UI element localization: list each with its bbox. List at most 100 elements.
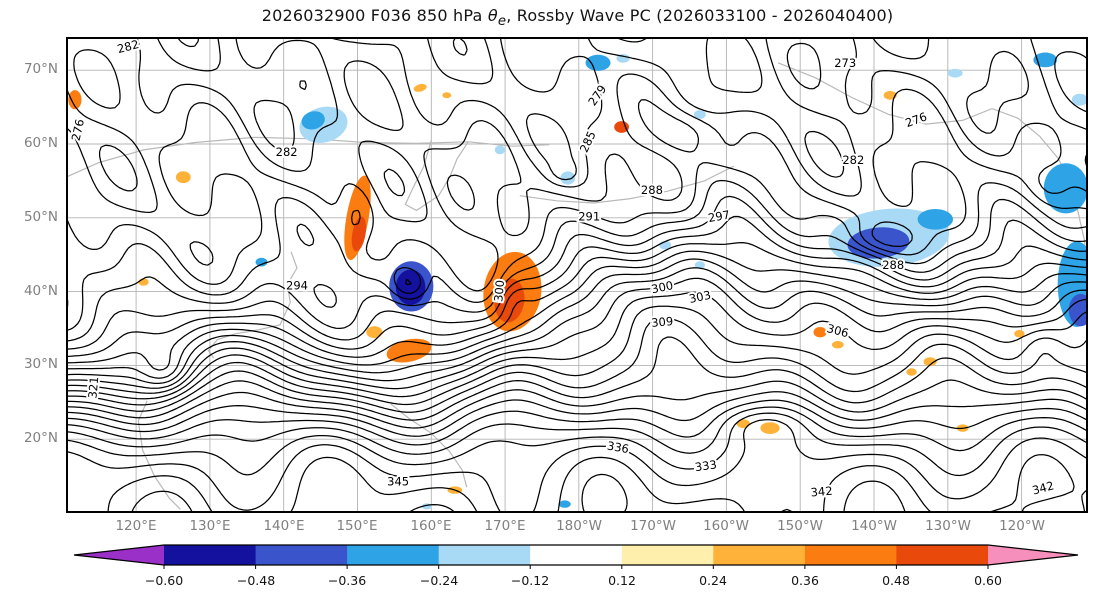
map-frame (66, 37, 1088, 513)
contour-lines (66, 37, 1088, 513)
contour-level-330 (66, 412, 1088, 477)
anomaly-region (351, 216, 367, 252)
contour-level-282 (66, 179, 1088, 342)
lon-tick-label: 130°E (189, 518, 231, 534)
colorbar-tick-label: 0.12 (608, 573, 636, 588)
contour-level-315 (66, 336, 1088, 421)
coastline (390, 403, 468, 488)
lat-tick-label: 70°N (23, 61, 58, 77)
lat-tick-label: 20°N (23, 430, 58, 446)
anomaly-region (736, 419, 751, 429)
contour-level-306 (66, 291, 1088, 400)
anomaly-region (1033, 52, 1057, 68)
colorbar-over-arrow (988, 545, 1078, 565)
anomaly-region (558, 500, 571, 508)
coastline (519, 165, 735, 204)
contour-level-297 (66, 258, 1088, 385)
colorbar-segment (347, 545, 440, 565)
lon-tick-label: 140°W (851, 518, 897, 534)
anomaly-region (614, 121, 629, 133)
anomaly-region (1071, 93, 1088, 106)
anomaly-region (494, 278, 525, 323)
contour-label: 336 (606, 439, 630, 457)
colorbar-segment (255, 545, 348, 565)
colorbar-under-arrow (74, 545, 164, 565)
contour-level-339 (130, 473, 906, 513)
lat-tick-label: 30°N (23, 356, 58, 372)
contour-label: 291 (578, 209, 600, 223)
contour-label: 273 (834, 56, 856, 70)
lon-tick-label: 160°E (410, 518, 452, 534)
anomaly-region (1068, 293, 1088, 327)
contour-level-303 (66, 277, 1088, 394)
anomaly-region (694, 261, 706, 269)
colorbar-tick-label: −0.36 (327, 573, 367, 588)
contour-level-276 (66, 42, 1088, 312)
map-panel: 282 276 282 279 273 276 282 285 288 288 291 297 294 3… (66, 37, 1088, 513)
colorbar-segment (164, 545, 257, 565)
contour-label: 294 (286, 279, 308, 293)
lon-tick-label: 160°W (703, 518, 749, 534)
colorbar-tick-label: 0.36 (791, 573, 819, 588)
contour-label: 297 (707, 208, 731, 226)
colorbar-tick-label: 0.48 (882, 573, 910, 588)
contour-level-318 (66, 379, 1088, 429)
contour-label: 306 (825, 321, 850, 340)
contour-label: 321 (85, 376, 101, 399)
title-suffix: , Rossby Wave PC (2026033100 - 202604040… (506, 6, 894, 25)
anomaly-region (1043, 163, 1088, 214)
anomaly-region (847, 227, 910, 259)
colorbar-segment (713, 545, 806, 565)
anomaly-region (366, 326, 383, 339)
lon-tick-label: 150°W (777, 518, 823, 534)
anomaly-region (813, 327, 827, 338)
lon-tick-label: 120°W (999, 518, 1045, 534)
contour-label: 279 (585, 82, 609, 108)
contour-label: 300 (491, 279, 507, 302)
lon-tick-label: 180°W (556, 518, 602, 534)
contour-level-279 (66, 99, 1088, 332)
contour-level-285 (66, 195, 1088, 350)
lon-tick-label: 170°E (484, 518, 526, 534)
colorbar-segment (530, 545, 623, 565)
lon-tick-label: 140°E (263, 518, 305, 534)
colorbar-tick-label: 0.60 (974, 573, 1002, 588)
contour-level-270 (98, 37, 1088, 197)
colorbar-segment (896, 545, 989, 565)
contour-label: 288 (882, 258, 904, 272)
coastline (404, 140, 469, 212)
contour-level-288 (66, 215, 1088, 358)
contour-label: 333 (694, 457, 718, 474)
contour-label: 288 (641, 183, 663, 197)
contour-level-294 (66, 250, 1088, 379)
colorbar-tick-label: 0.24 (699, 573, 727, 588)
colorbar-tick-label: −0.60 (144, 573, 184, 588)
lat-tick-label: 40°N (23, 283, 58, 299)
contour-label: 276 (69, 118, 87, 142)
anomaly-region (831, 341, 844, 349)
colorbar-tick-label: −0.12 (510, 573, 550, 588)
contour-label: 282 (116, 37, 141, 56)
contour-label: 285 (577, 129, 599, 155)
anomaly-region (386, 338, 432, 363)
anomaly-region (947, 68, 963, 78)
chart-title: 2026032900 F036 850 hPa θe, Rossby Wave … (25, 6, 1105, 29)
anomaly-region (255, 257, 268, 267)
anomaly-region (68, 90, 82, 110)
anomaly-region (906, 368, 917, 376)
colorbar-tick-label: −0.48 (236, 573, 276, 588)
contour-level-300 (66, 267, 1088, 389)
contour-level-333 (66, 419, 1088, 513)
anomaly-region (923, 357, 937, 367)
anomaly-region (1014, 330, 1025, 338)
contour-level-327 (66, 406, 1088, 455)
anomaly-region (395, 269, 426, 305)
anomaly-region (917, 209, 953, 230)
anomaly-region (694, 110, 706, 119)
contour-level-291 (66, 241, 1088, 371)
lon-tick-label: 150°E (336, 518, 378, 534)
coastline (66, 136, 550, 178)
contour-label: 342 (1031, 478, 1056, 497)
anomaly-region (301, 111, 325, 130)
contour-map-canvas: 282 276 282 279 273 276 282 285 288 288 291 297 294 3… (66, 37, 1088, 513)
